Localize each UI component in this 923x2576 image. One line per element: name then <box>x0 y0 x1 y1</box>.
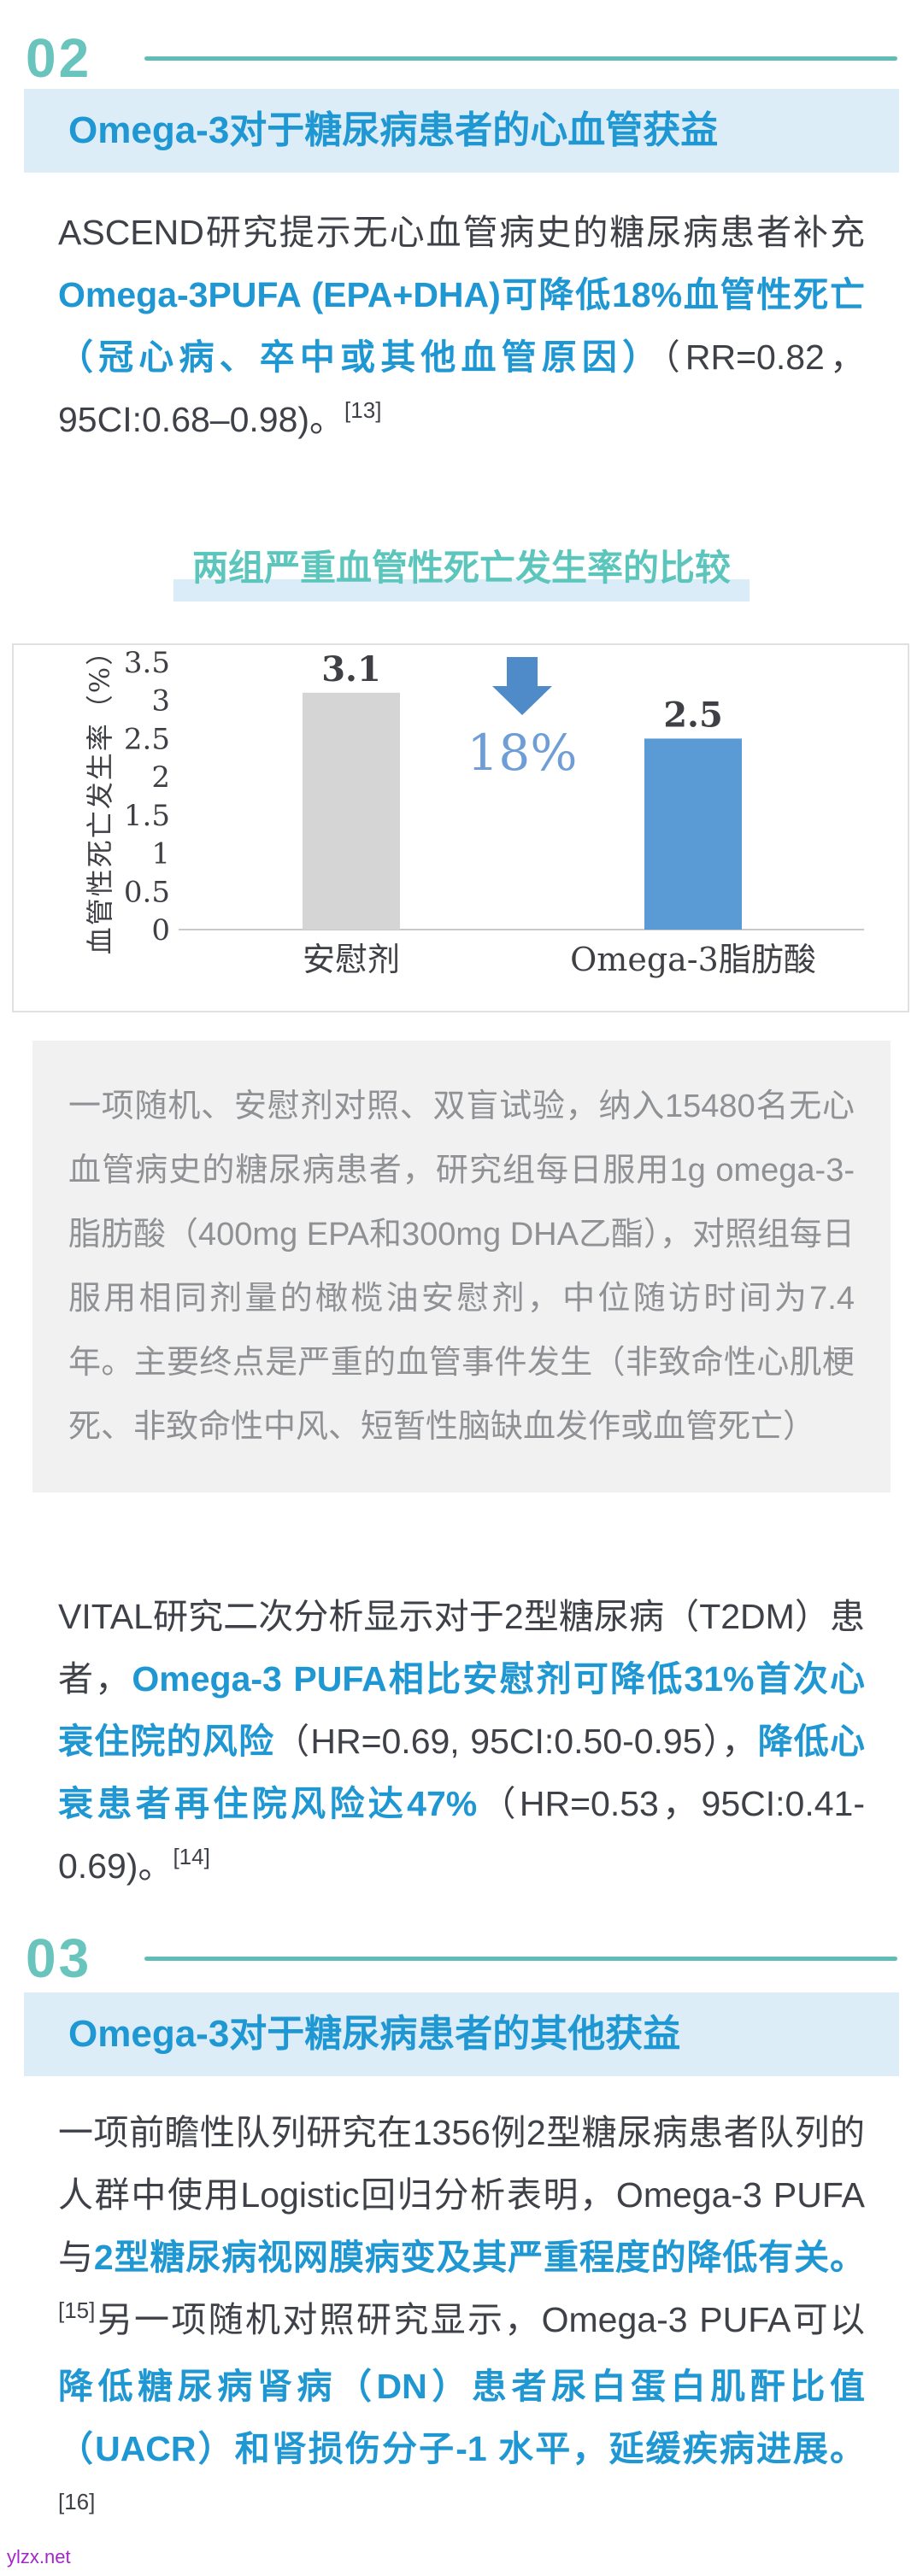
text-run-blue: Omega-3 PUFA相比安慰剂可降低31%首次心衰住院的风险 <box>58 1659 866 1761</box>
text-run-dark: （RR=0.82，95CI:0.68–0.98)。 <box>58 337 865 439</box>
bar-value-label: 3.1 <box>321 649 381 689</box>
down-arrow-icon <box>507 657 538 686</box>
reduction-percent-label: 18% <box>467 724 578 782</box>
study-description-box: 一项随机、安慰剂对照、双盲试验，纳入15480名无心血管病史的糖尿病患者，研究组… <box>32 1041 891 1493</box>
study-description-text: 一项随机、安慰剂对照、双盲试验，纳入15480名无心血管病史的糖尿病患者，研究组… <box>68 1088 855 1445</box>
section-02-number: 02 <box>26 27 92 89</box>
section-02-title-box: Omega-3对于糖尿病患者的心血管获益 <box>24 89 899 173</box>
y-axis-tick: 0 <box>151 913 170 948</box>
y-axis-tick: 3 <box>151 684 170 719</box>
y-axis-label: 血管性死亡发生率（%） <box>84 645 116 954</box>
text-run-dark: （HR=0.53，95CI:0.41-0.69)。 <box>58 1784 866 1886</box>
ascend-paragraph: ASCEND研究提示无心血管病史的糖尿病患者补充 Omega-3PUFA (EPA… <box>58 202 865 455</box>
chart-section-heading: 两组严重血管性死亡发生率的比较 <box>173 548 750 602</box>
reference-superscript: [13] <box>344 396 382 423</box>
section-03-header: 03 <box>26 1931 897 1986</box>
text-run-dark: ASCEND研究提示无心血管病史的糖尿病患者补充 <box>58 213 865 252</box>
vascular-death-bar-chart: 0 0.5 1 1.5 2 2.5 3 3.5 血管性死亡发生率（%） 3.1 安慰剂 2.5 Omeg… <box>12 643 909 1012</box>
section-03-title: Omega-3对于糖尿病患者的其他获益 <box>68 2013 681 2055</box>
text-run-dark: 一项前瞻性队列研究在1356例2型糖尿病患者队列的人群中使用Logistic回归… <box>58 2113 865 2277</box>
section-03-divider-line <box>144 1957 897 1961</box>
reference-superscript: [16] <box>58 2488 96 2514</box>
chart-bar <box>303 692 400 930</box>
other-benefits-paragraph: 一项前瞻性队列研究在1356例2型糖尿病患者队列的人群中使用Logistic回归… <box>58 2102 865 2547</box>
y-axis-tick: 2 <box>151 760 170 795</box>
vital-paragraph: VITAL研究二次分析显示对于2型糖尿病（T2DM）患者，Omega-3 PUF… <box>58 1586 865 1902</box>
text-run-blue: 2型糖尿病视网膜病变及其严重程度的降低有关。 <box>93 2238 865 2277</box>
reference-superscript: [14] <box>173 1843 210 1869</box>
chart-heading-row: 两组严重血管性死亡发生率的比较 <box>0 548 923 602</box>
y-axis-tick: 3.5 <box>124 646 170 680</box>
text-run-dark: （HR=0.69, 95CI:0.50-0.95）， <box>274 1722 758 1761</box>
text-run-dark: 另一项随机对照研究显示，Omega-3 PUFA可以 <box>95 2300 865 2339</box>
down-arrow-icon <box>492 686 552 715</box>
x-category-label: Omega-3脂肪酸 <box>570 941 816 978</box>
bar-value-label: 2.5 <box>663 695 723 735</box>
section-03-title-box: Omega-3对于糖尿病患者的其他获益 <box>24 1992 899 2076</box>
text-run-blue: 降低糖尿病肾病（DN）患者尿白蛋白肌酐比值（UACR）和肾损伤分子-1 水平，延… <box>58 2367 865 2468</box>
section-03-number: 03 <box>26 1928 92 1989</box>
reference-superscript: [15] <box>58 2297 96 2323</box>
y-axis-tick: 0.5 <box>124 875 170 909</box>
y-axis-tick: 2.5 <box>124 722 170 756</box>
section-02-header: 02 <box>26 31 897 85</box>
y-axis-tick: 1.5 <box>124 799 170 833</box>
watermark-ylzx: ylzx.net <box>7 2546 71 2567</box>
text-run-dark: VITAL研究二次分析显示对于2型糖尿病（T2DM）患者， <box>58 1597 865 1699</box>
x-category-label: 安慰剂 <box>303 941 400 978</box>
section-02-title: Omega-3对于糖尿病患者的心血管获益 <box>68 109 719 151</box>
text-run-blue: Omega-3PUFA (EPA+DHA)可降低18%血管性死亡（冠心病、卒中或… <box>58 275 865 377</box>
chart-bar <box>644 738 742 930</box>
y-axis-tick: 1 <box>151 837 170 871</box>
text-run-blue: 降低心衰患者再住院风险达47% <box>58 1722 865 1823</box>
section-02-divider-line <box>144 56 897 61</box>
